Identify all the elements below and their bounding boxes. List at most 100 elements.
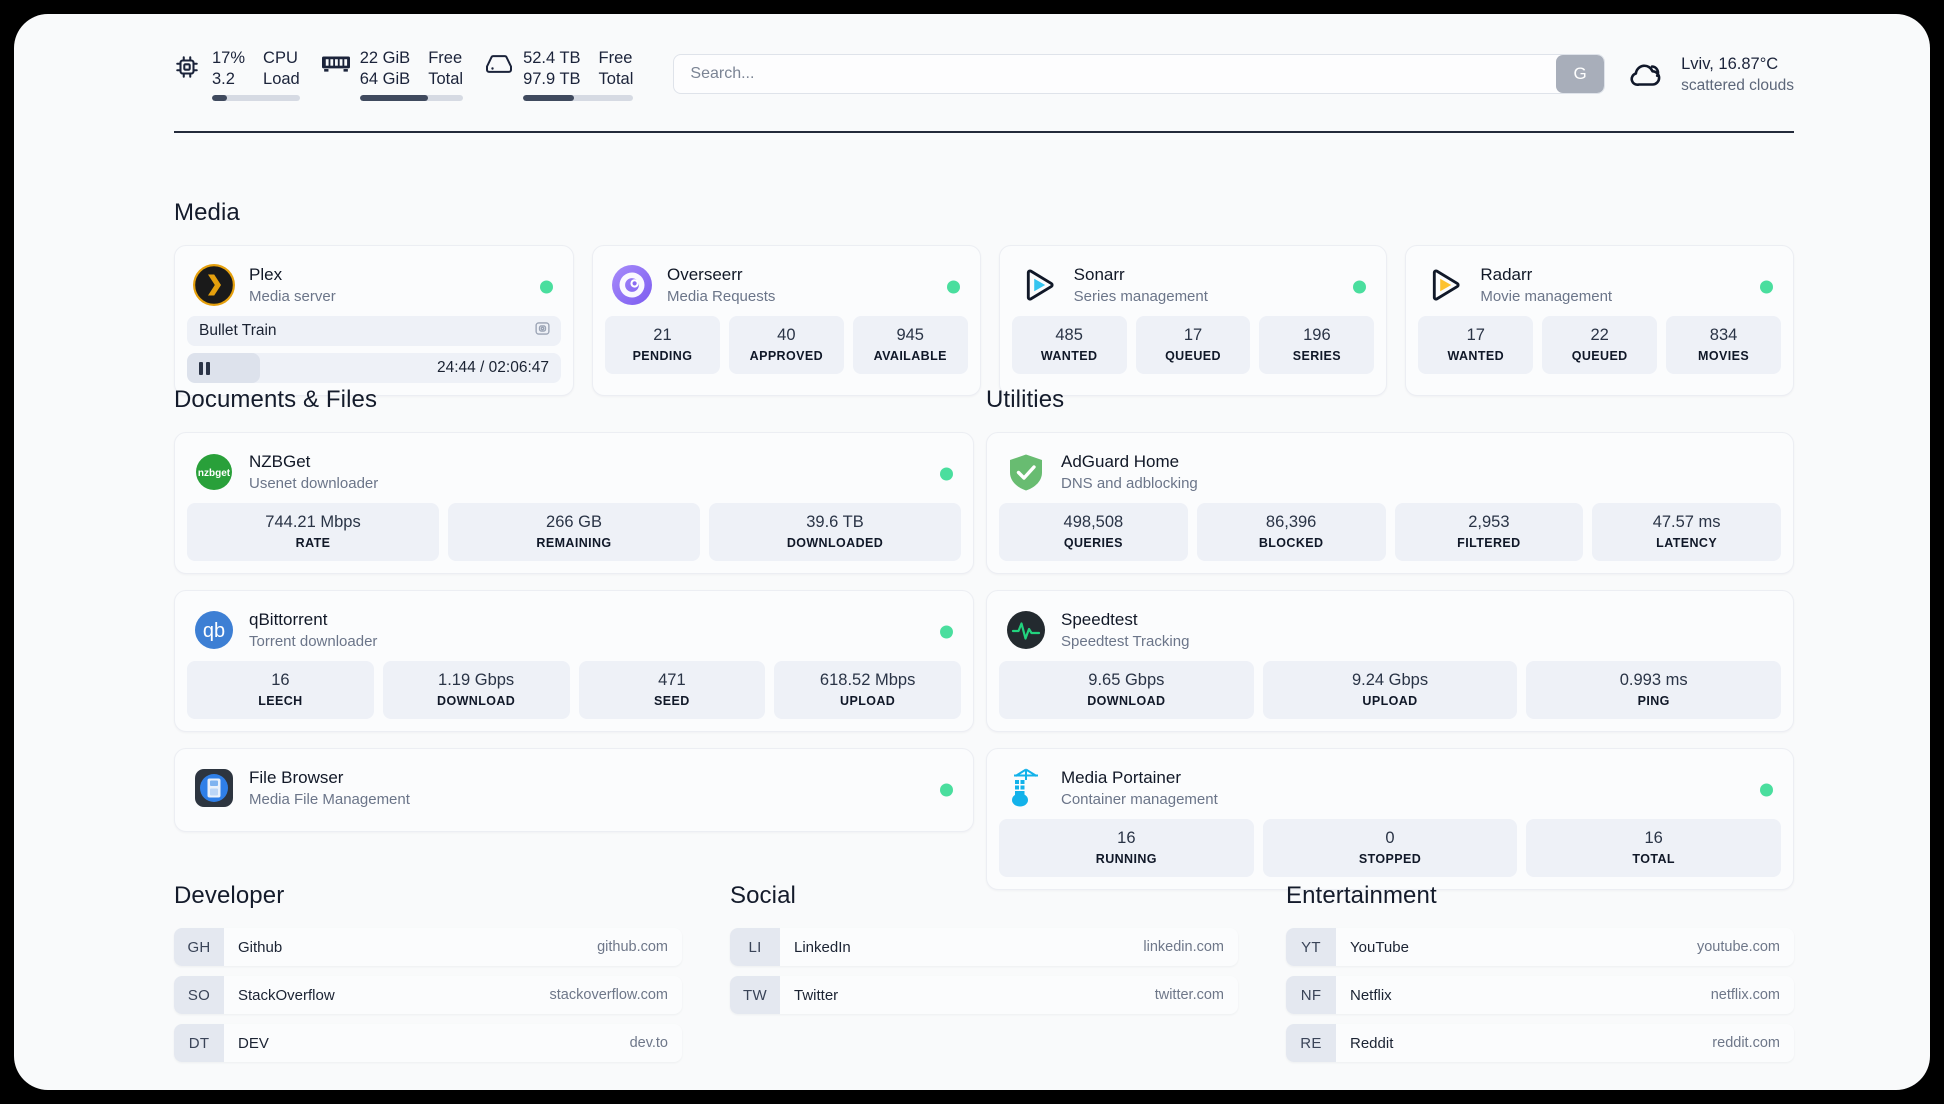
stat-tile-pending: 21 PENDING bbox=[605, 316, 720, 374]
now-playing-title-bar: Bullet Train bbox=[187, 316, 561, 346]
status-badge bbox=[1353, 280, 1367, 294]
stat-tile-value: 17 bbox=[1183, 326, 1203, 344]
cloud-icon bbox=[1627, 57, 1667, 91]
app-name: NZBGet bbox=[249, 452, 311, 471]
bookmark-url: youtube.com bbox=[1696, 939, 1780, 955]
stat-value-primary: 22 GiB bbox=[359, 48, 411, 67]
system-stat-disk: 52.4 TB 97.9 TB Free Total bbox=[485, 48, 634, 101]
app-stats-row: 9.65 Gbps DOWNLOAD 9.24 Gbps UPLOAD 0.99… bbox=[999, 661, 1782, 719]
stat-tile-label: APPROVED bbox=[749, 349, 824, 363]
stat-tile-value: 17 bbox=[1466, 326, 1485, 344]
stat-tile-label: DOWNLOAD bbox=[437, 694, 516, 708]
app-name: Radarr bbox=[1480, 265, 1533, 284]
dashboard-page: 17% 3.2 CPU Load 22 GiB 64 GiB Free bbox=[14, 14, 1930, 1090]
app-card-text: Overseerr Media Requests bbox=[667, 264, 775, 306]
stat-tile-label: AVAILABLE bbox=[873, 349, 947, 363]
stat-tile-value: 2,953 bbox=[1468, 513, 1510, 531]
app-description: Media File Management bbox=[249, 791, 410, 808]
stat-tile-queries: 498,508 QUERIES bbox=[999, 503, 1188, 561]
app-card-overseerr[interactable]: Overseerr Media Requests 21 PENDING 40 A… bbox=[592, 245, 981, 396]
stat-tile-upload: 9.24 Gbps UPLOAD bbox=[1262, 661, 1518, 719]
filebrowser-icon bbox=[193, 767, 235, 809]
app-stats-row: 21 PENDING 40 APPROVED 945 AVAILABLE bbox=[605, 316, 968, 374]
app-card-header: Plex Media server bbox=[187, 258, 561, 316]
stat-tile-value: 40 bbox=[777, 326, 796, 344]
bookmark-item-linkedin[interactable]: LI LinkedIn linkedin.com bbox=[730, 928, 1238, 966]
app-card-text: File Browser Media File Management bbox=[249, 767, 410, 809]
status-badge bbox=[946, 280, 960, 294]
stat-tile-value: 47.57 ms bbox=[1652, 513, 1721, 531]
weather-widget[interactable]: Lviv, 16.87°C scattered clouds bbox=[1627, 54, 1794, 95]
bookmark-group-social: Social LI LinkedIn linkedin.com TW Twitt… bbox=[730, 882, 1238, 1062]
app-card-radarr[interactable]: Radarr Movie management 17 WANTED 22 QUE… bbox=[1405, 245, 1795, 396]
top-header: 17% 3.2 CPU Load 22 GiB 64 GiB Free bbox=[174, 36, 1794, 112]
stat-tile-remaining: 266 GB REMAINING bbox=[448, 503, 700, 561]
bookmark-badge: DT bbox=[174, 1024, 224, 1062]
speedtest-icon bbox=[1005, 609, 1047, 651]
status-badge bbox=[1760, 783, 1773, 797]
app-card-text: AdGuard Home DNS and adblocking bbox=[1061, 451, 1198, 493]
stat-tile-latency: 47.57 ms LATENCY bbox=[1592, 503, 1781, 561]
bookmark-group-entertainment: Entertainment YT YouTube youtube.com NF … bbox=[1286, 882, 1794, 1062]
search-input[interactable] bbox=[674, 55, 1557, 93]
stat-tile-label: FILTERED bbox=[1457, 536, 1521, 550]
stat-tile-series: 196 SERIES bbox=[1259, 316, 1375, 374]
utilities-card-list: AdGuard Home DNS and adblocking 498,508 … bbox=[986, 432, 1794, 890]
stat-tile-approved: 40 APPROVED bbox=[728, 316, 844, 374]
stat-value-secondary: 64 GiB bbox=[359, 69, 411, 88]
stat-tile-value: 196 bbox=[1303, 326, 1331, 344]
stat-tile-value: 0 bbox=[1385, 829, 1395, 847]
app-card-text: Media Portainer Container management bbox=[1061, 767, 1218, 809]
status-badge bbox=[940, 625, 953, 639]
bookmark-item-dev[interactable]: DT DEV dev.to bbox=[174, 1024, 682, 1062]
app-description: Torrent downloader bbox=[249, 633, 378, 650]
bookmark-item-stackoverflow[interactable]: SO StackOverflow stackoverflow.com bbox=[174, 976, 682, 1014]
bookmark-item-twitter[interactable]: TW Twitter twitter.com bbox=[730, 976, 1238, 1014]
stat-tile-label: TOTAL bbox=[1632, 852, 1675, 866]
app-name: qBittorrent bbox=[249, 610, 328, 629]
bookmark-item-youtube[interactable]: YT YouTube youtube.com bbox=[1286, 928, 1794, 966]
documents-card-list: nzbget NZBGet Usenet downloader 744.21 M… bbox=[174, 432, 974, 832]
portainer-icon bbox=[1005, 767, 1047, 809]
section-title-documents: Documents & Files bbox=[174, 386, 378, 413]
stat-tile-label: PENDING bbox=[632, 349, 693, 363]
status-badge bbox=[1760, 280, 1774, 294]
status-badge bbox=[940, 783, 953, 797]
bookmark-badge: SO bbox=[174, 976, 224, 1014]
app-stats-row: 485 WANTED 17 QUEUED 196 SERIES bbox=[1011, 316, 1375, 374]
app-card-file-browser[interactable]: File Browser Media File Management bbox=[174, 748, 974, 832]
app-card-text: qBittorrent Torrent downloader bbox=[249, 609, 377, 651]
bookmark-item-github[interactable]: GH Github github.com bbox=[174, 928, 682, 966]
bookmark-item-reddit[interactable]: RE Reddit reddit.com bbox=[1286, 1024, 1794, 1062]
app-card-adguard-home[interactable]: AdGuard Home DNS and adblocking 498,508 … bbox=[986, 432, 1794, 574]
now-playing-progress[interactable]: 24:44 / 02:06:47 bbox=[187, 353, 561, 383]
documents-section: Documents & Files nzbget NZBGet Usenet d… bbox=[174, 386, 974, 832]
qbittorrent-icon: qb bbox=[193, 609, 235, 651]
app-card-qbittorrent[interactable]: qb qBittorrent Torrent downloader 16 LEE… bbox=[174, 590, 974, 732]
ram-icon bbox=[321, 54, 350, 84]
stat-tile-value: 266 GB bbox=[546, 513, 602, 531]
stat-value-secondary: 3.2 bbox=[212, 69, 235, 88]
app-card-plex[interactable]: Plex Media server Bullet Train 24:44 / 0… bbox=[174, 245, 574, 396]
bookmark-item-netflix[interactable]: NF Netflix netflix.com bbox=[1286, 976, 1794, 1014]
app-card-media-portainer[interactable]: Media Portainer Container management 16 … bbox=[986, 748, 1794, 890]
stat-tile-value: 86,396 bbox=[1265, 513, 1317, 531]
bookmark-name: Github bbox=[238, 938, 283, 956]
search-submit-button[interactable]: G bbox=[1556, 55, 1605, 93]
stat-tile-downloaded: 39.6 TB DOWNLOADED bbox=[709, 503, 961, 561]
overseerr-icon bbox=[611, 264, 653, 306]
pause-icon[interactable] bbox=[199, 361, 210, 375]
bookmark-group-developer: Developer GH Github github.com SO StackO… bbox=[174, 882, 682, 1062]
stat-tile-stopped: 0 STOPPED bbox=[1262, 819, 1518, 877]
section-title-utilities: Utilities bbox=[986, 386, 1065, 413]
app-card-sonarr[interactable]: Sonarr Series management 485 WANTED 17 Q… bbox=[998, 245, 1388, 396]
app-card-nzbget[interactable]: nzbget NZBGet Usenet downloader 744.21 M… bbox=[174, 432, 974, 574]
bookmark-list: YT YouTube youtube.com NF Netflix netfli… bbox=[1286, 928, 1794, 1062]
svg-text:nzbget: nzbget bbox=[198, 468, 231, 479]
app-card-speedtest[interactable]: Speedtest Speedtest Tracking 9.65 Gbps D… bbox=[986, 590, 1794, 732]
search-box[interactable]: G bbox=[673, 54, 1606, 94]
status-badge bbox=[540, 280, 553, 294]
cast-icon[interactable] bbox=[534, 320, 551, 342]
bookmark-badge: NF bbox=[1286, 976, 1336, 1014]
app-description: Media Requests bbox=[667, 288, 776, 305]
